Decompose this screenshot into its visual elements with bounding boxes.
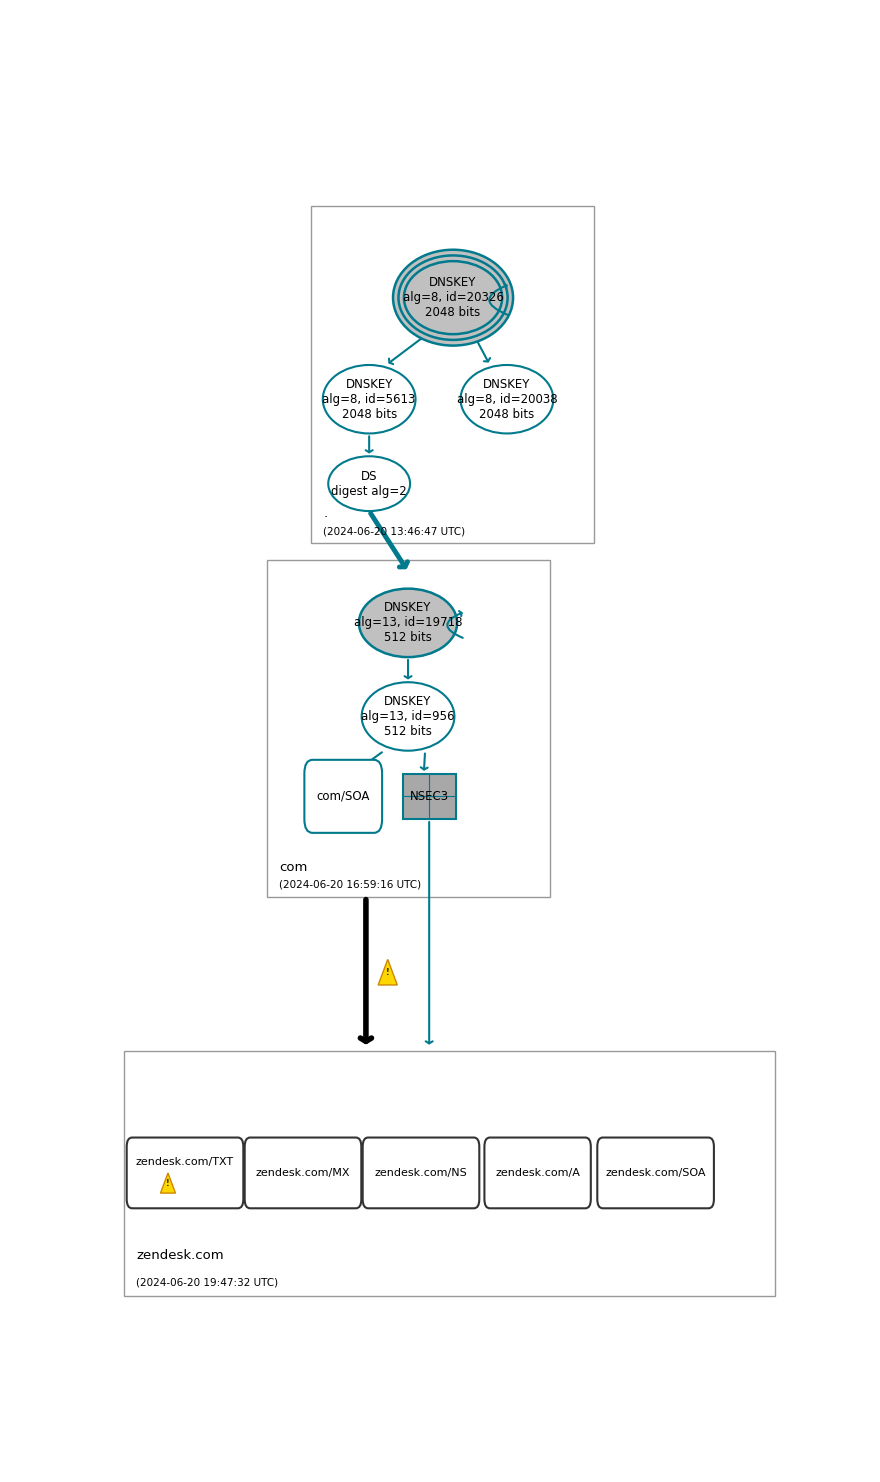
- Text: DNSKEY
alg=8, id=5613
2048 bits: DNSKEY alg=8, id=5613 2048 bits: [322, 378, 416, 421]
- Text: zendesk.com/SOA: zendesk.com/SOA: [605, 1168, 706, 1178]
- FancyBboxPatch shape: [402, 774, 456, 820]
- Text: zendesk.com: zendesk.com: [136, 1249, 224, 1263]
- Ellipse shape: [393, 250, 513, 345]
- Ellipse shape: [362, 682, 454, 751]
- Text: (2024-06-20 16:59:16 UTC): (2024-06-20 16:59:16 UTC): [279, 880, 422, 889]
- Polygon shape: [378, 959, 397, 986]
- FancyBboxPatch shape: [598, 1138, 714, 1208]
- Text: DS
digest alg=2: DS digest alg=2: [331, 470, 407, 498]
- FancyBboxPatch shape: [484, 1138, 590, 1208]
- FancyBboxPatch shape: [363, 1138, 480, 1208]
- FancyBboxPatch shape: [127, 1138, 244, 1208]
- Ellipse shape: [328, 456, 410, 511]
- Ellipse shape: [399, 255, 508, 339]
- Text: zendesk.com/TXT: zendesk.com/TXT: [136, 1156, 234, 1166]
- Text: (2024-06-20 19:47:32 UTC): (2024-06-20 19:47:32 UTC): [136, 1277, 278, 1286]
- Text: zendesk.com/MX: zendesk.com/MX: [256, 1168, 350, 1178]
- FancyBboxPatch shape: [267, 560, 550, 897]
- Ellipse shape: [404, 261, 502, 333]
- FancyBboxPatch shape: [304, 760, 382, 833]
- Text: DNSKEY
alg=8, id=20038
2048 bits: DNSKEY alg=8, id=20038 2048 bits: [457, 378, 557, 421]
- Text: NSEC3: NSEC3: [409, 790, 449, 803]
- Text: .: .: [324, 507, 327, 520]
- Text: com: com: [279, 861, 307, 874]
- Text: (2024-06-20 13:46:47 UTC): (2024-06-20 13:46:47 UTC): [324, 526, 466, 536]
- Text: zendesk.com/NS: zendesk.com/NS: [375, 1168, 467, 1178]
- FancyBboxPatch shape: [245, 1138, 362, 1208]
- FancyBboxPatch shape: [312, 206, 594, 542]
- Text: !: !: [166, 1180, 170, 1189]
- Text: !: !: [386, 968, 390, 978]
- Text: DNSKEY
alg=13, id=19718
512 bits: DNSKEY alg=13, id=19718 512 bits: [354, 602, 462, 645]
- Text: com/SOA: com/SOA: [317, 790, 370, 803]
- Ellipse shape: [323, 365, 415, 433]
- Polygon shape: [160, 1174, 175, 1193]
- Text: DNSKEY
alg=8, id=20326
2048 bits: DNSKEY alg=8, id=20326 2048 bits: [403, 276, 503, 319]
- FancyBboxPatch shape: [123, 1051, 775, 1297]
- Ellipse shape: [359, 588, 457, 657]
- Text: DNSKEY
alg=13, id=956
512 bits: DNSKEY alg=13, id=956 512 bits: [362, 695, 455, 738]
- Ellipse shape: [460, 365, 554, 433]
- Text: zendesk.com/A: zendesk.com/A: [495, 1168, 580, 1178]
